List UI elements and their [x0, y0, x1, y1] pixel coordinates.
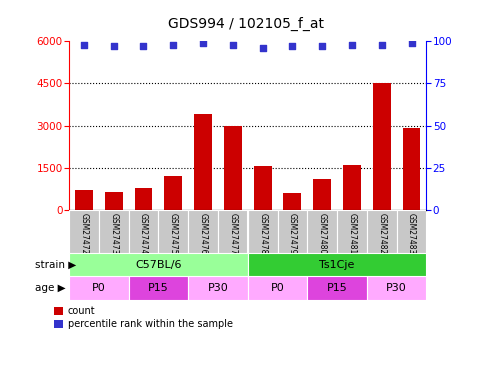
- Point: [199, 40, 207, 46]
- Text: GSM27482: GSM27482: [377, 213, 387, 255]
- Bar: [367, 276, 426, 300]
- Point: [348, 42, 356, 48]
- Bar: [397, 210, 426, 253]
- Bar: [343, 165, 361, 210]
- Text: GSM27474: GSM27474: [139, 213, 148, 255]
- Bar: [75, 190, 93, 210]
- Bar: [367, 210, 397, 253]
- Bar: [278, 210, 307, 253]
- Text: GSM27473: GSM27473: [109, 213, 118, 255]
- Text: P15: P15: [148, 283, 169, 293]
- Text: strain ▶: strain ▶: [35, 260, 76, 270]
- Bar: [218, 210, 247, 253]
- Bar: [158, 210, 188, 253]
- Text: GSM27481: GSM27481: [348, 213, 356, 255]
- Point: [229, 42, 237, 48]
- Text: P30: P30: [208, 283, 228, 293]
- Bar: [194, 114, 212, 210]
- Point: [378, 42, 386, 48]
- Text: GDS994 / 102105_f_at: GDS994 / 102105_f_at: [169, 17, 324, 32]
- Bar: [403, 128, 421, 210]
- Bar: [307, 276, 367, 300]
- Bar: [69, 276, 129, 300]
- Bar: [188, 276, 247, 300]
- Bar: [135, 188, 152, 210]
- Text: Ts1Cje: Ts1Cje: [319, 260, 355, 270]
- Text: GSM27477: GSM27477: [228, 213, 237, 255]
- Bar: [105, 192, 123, 210]
- Bar: [247, 210, 278, 253]
- Bar: [129, 276, 188, 300]
- Bar: [283, 193, 301, 210]
- Bar: [247, 276, 307, 300]
- Bar: [313, 179, 331, 210]
- Text: GSM27475: GSM27475: [169, 213, 178, 255]
- Text: age ▶: age ▶: [35, 283, 65, 293]
- Text: GSM27479: GSM27479: [288, 213, 297, 255]
- Point: [318, 44, 326, 50]
- Text: P0: P0: [271, 283, 284, 293]
- Point: [80, 42, 88, 48]
- Bar: [99, 210, 129, 253]
- Bar: [337, 210, 367, 253]
- Text: GSM27480: GSM27480: [317, 213, 327, 255]
- Bar: [69, 253, 247, 276]
- Legend: count, percentile rank within the sample: count, percentile rank within the sample: [54, 306, 233, 329]
- Text: GSM27478: GSM27478: [258, 213, 267, 255]
- Point: [408, 40, 416, 46]
- Bar: [164, 176, 182, 210]
- Text: C57BL/6: C57BL/6: [135, 260, 181, 270]
- Text: GSM27476: GSM27476: [199, 213, 208, 255]
- Bar: [188, 210, 218, 253]
- Bar: [373, 84, 390, 210]
- Text: GSM27472: GSM27472: [79, 213, 88, 255]
- Point: [169, 42, 177, 48]
- Text: GSM27483: GSM27483: [407, 213, 416, 255]
- Text: P0: P0: [92, 283, 106, 293]
- Point: [140, 44, 147, 50]
- Text: P30: P30: [387, 283, 407, 293]
- Bar: [307, 210, 337, 253]
- Text: P15: P15: [327, 283, 348, 293]
- Bar: [69, 210, 99, 253]
- Bar: [224, 126, 242, 210]
- Bar: [247, 253, 426, 276]
- Point: [259, 45, 267, 51]
- Bar: [254, 166, 272, 210]
- Bar: [129, 210, 158, 253]
- Point: [110, 44, 118, 50]
- Point: [288, 44, 296, 50]
